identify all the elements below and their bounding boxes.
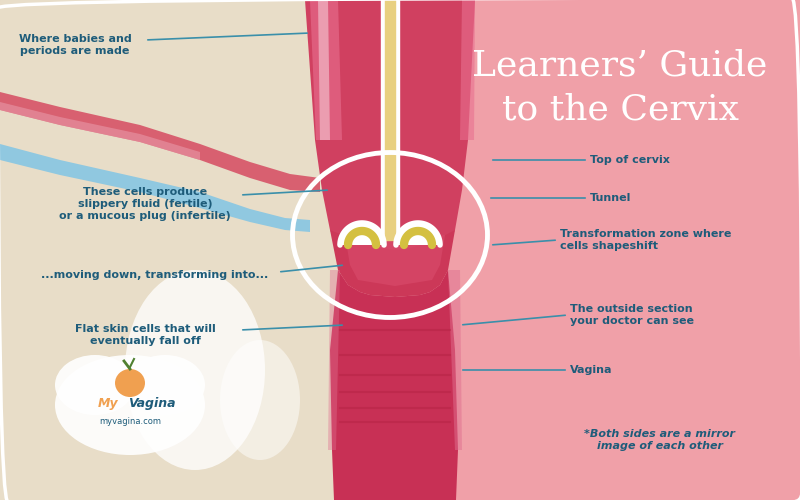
Bar (381, 0, 386, 240)
Ellipse shape (55, 355, 205, 455)
Text: ...moving down, transforming into...: ...moving down, transforming into... (42, 270, 269, 280)
Polygon shape (310, 0, 342, 140)
Polygon shape (328, 270, 340, 450)
Text: These cells produce
slippery fluid (fertile)
or a mucous plug (infertile): These cells produce slippery fluid (fert… (59, 188, 231, 220)
Polygon shape (0, 144, 310, 232)
Ellipse shape (115, 369, 145, 397)
Text: Tunnel: Tunnel (590, 193, 631, 203)
Ellipse shape (125, 355, 205, 415)
Text: My: My (98, 396, 118, 409)
Polygon shape (318, 0, 330, 140)
Text: The outside section
your doctor can see: The outside section your doctor can see (570, 304, 694, 326)
Bar (394, 0, 399, 240)
Polygon shape (0, 102, 200, 160)
Polygon shape (340, 223, 384, 245)
Text: Vagina: Vagina (128, 396, 176, 409)
Polygon shape (460, 0, 475, 140)
Polygon shape (396, 223, 440, 245)
Bar (0, 0, 340, 500)
Polygon shape (448, 270, 462, 450)
Polygon shape (330, 230, 455, 297)
Polygon shape (305, 0, 475, 260)
Text: Top of cervix: Top of cervix (590, 155, 670, 165)
Polygon shape (381, 0, 399, 190)
Text: Vagina: Vagina (570, 365, 613, 375)
Ellipse shape (220, 340, 300, 460)
Bar (385, 0, 395, 240)
Polygon shape (345, 235, 445, 286)
Ellipse shape (125, 270, 265, 470)
Polygon shape (0, 92, 320, 192)
Text: Where babies and
periods are made: Where babies and periods are made (18, 34, 131, 56)
Text: *Both sides are a mirror
image of each other: *Both sides are a mirror image of each o… (585, 429, 735, 451)
Text: Flat skin cells that will
eventually fall off: Flat skin cells that will eventually fal… (74, 324, 215, 346)
Text: Learners’ Guide: Learners’ Guide (472, 48, 768, 82)
Text: Transformation zone where
cells shapeshift: Transformation zone where cells shapeshi… (560, 229, 731, 251)
Text: to the Cervix: to the Cervix (502, 93, 738, 127)
Ellipse shape (55, 355, 135, 415)
Text: myvagina.com: myvagina.com (99, 416, 161, 426)
Polygon shape (330, 270, 458, 500)
